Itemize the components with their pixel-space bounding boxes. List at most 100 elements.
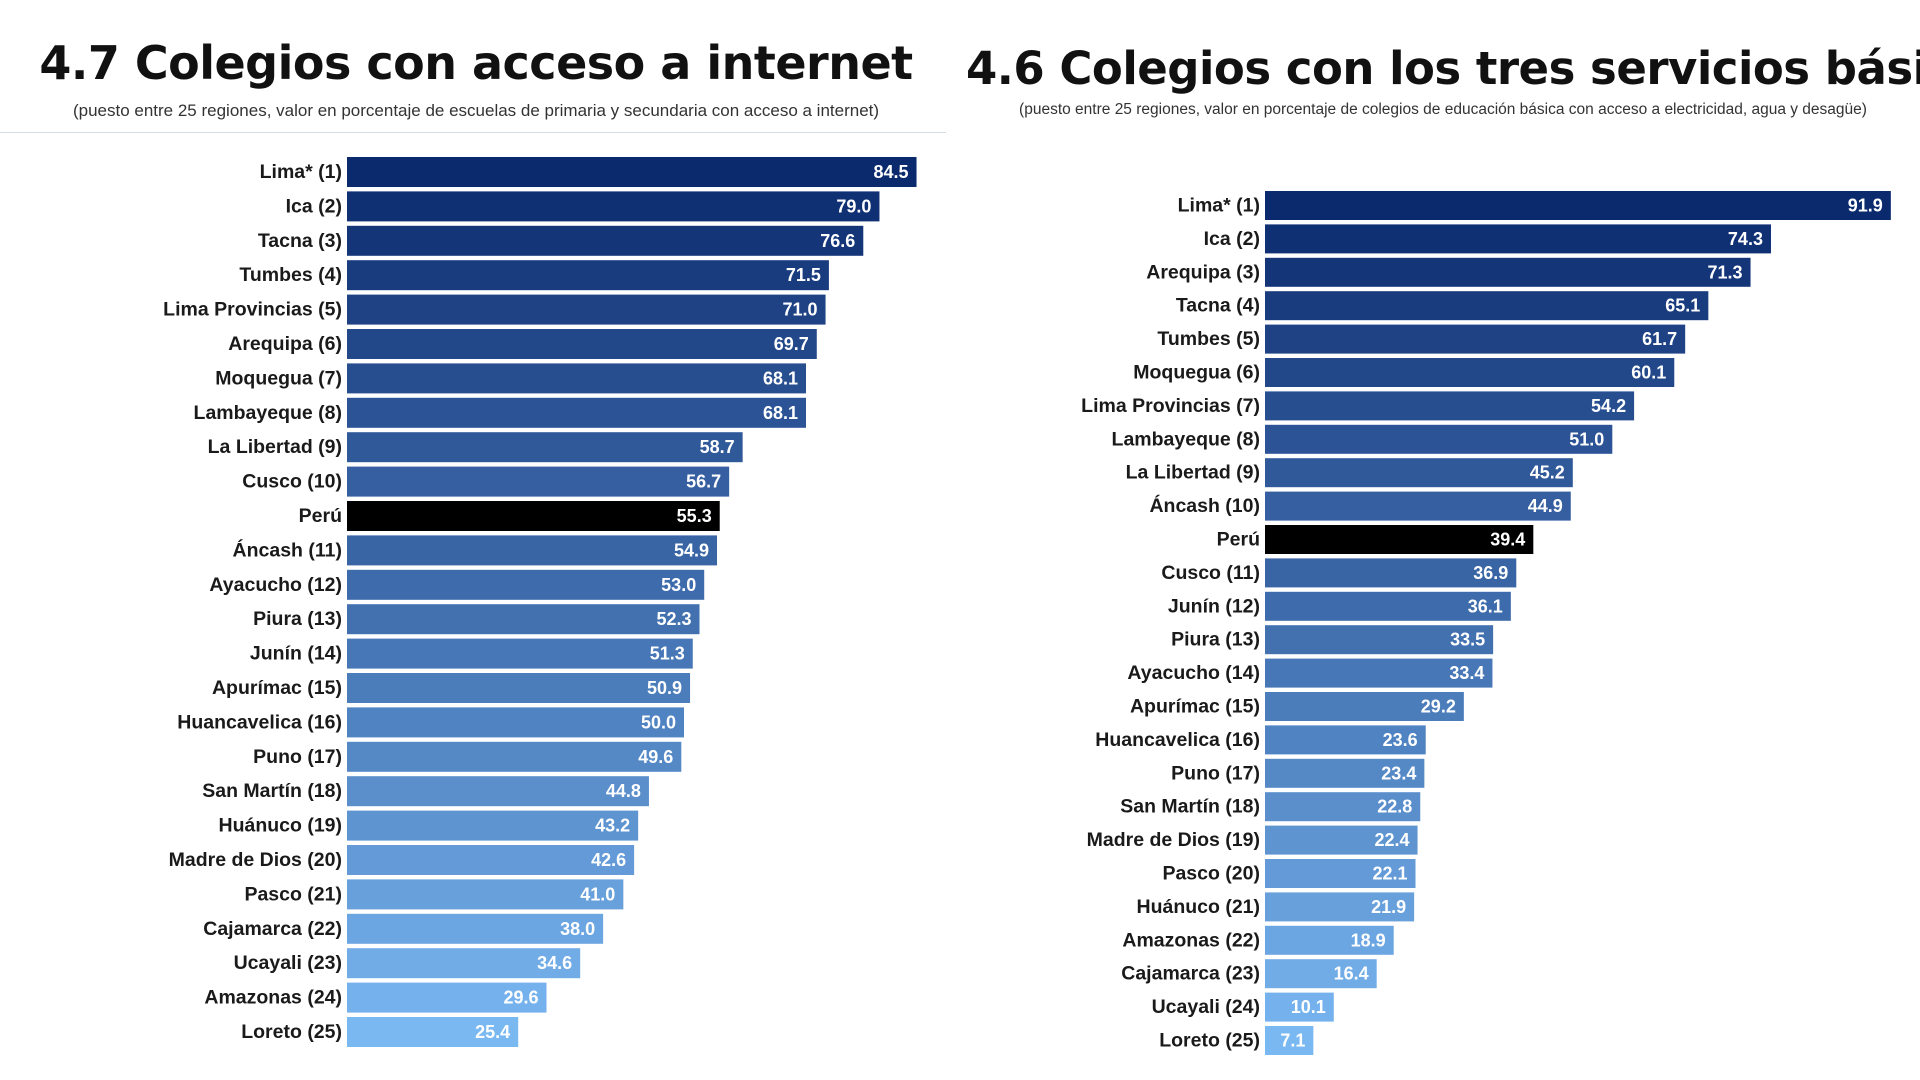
value-label-lima-1: 91.9 [1848,196,1883,216]
chart-subtitle: (puesto entre 25 regiones, valor en porc… [72,101,880,120]
category-label-cajamarca-23: Cajamarca (23) [1121,963,1260,985]
bar-amazonas-24 [347,982,547,1013]
category-label-moquegua-6: Moquegua (6) [1133,362,1260,384]
value-label-ancash-11: 54.9 [674,540,709,560]
bar-pasco-20 [1265,859,1416,888]
category-label-tacna-3: Tacna (3) [258,230,342,252]
value-label-loreto-25: 7.1 [1280,1031,1305,1051]
value-label-huanuco-19: 43.2 [595,816,630,836]
bar-tumbes-5 [1265,324,1686,354]
value-label-peru: 39.4 [1490,530,1525,550]
value-label-madre-de-dios-19: 22.4 [1374,830,1409,850]
category-label-tumbes-5: Tumbes (5) [1157,328,1260,350]
value-label-ayacucho-12: 53.0 [661,575,696,595]
value-label-la-libertad-9: 58.7 [700,437,735,457]
category-label-ica-2: Ica (2) [286,195,342,217]
bar-peru [347,501,720,531]
bar-ucayali-24 [1265,992,1334,1022]
bar-madre-de-dios-19 [1265,825,1418,855]
value-label-amazonas-24: 29.6 [503,988,538,1008]
category-label-pasco-21: Pasco (21) [244,883,342,905]
chart-subtitle: (puesto entre 25 regiones, valor en porc… [1019,101,1867,118]
bar-junin-12 [1265,591,1511,621]
category-label-arequipa-3: Arequipa (3) [1146,261,1260,283]
value-label-piura-13: 52.3 [656,609,691,629]
bar-san-martin-18 [347,776,649,807]
bar-moquegua-7 [347,363,806,394]
category-label-san-martin-18: San Martín (18) [202,780,342,802]
bar-ayacucho-12 [347,569,705,600]
bar-lambayeque-8 [347,397,806,428]
value-label-tacna-4: 65.1 [1665,296,1700,316]
bar-tumbes-4 [347,260,829,291]
bar-ucayali-23 [347,948,581,979]
value-label-amazonas-22: 18.9 [1351,930,1386,950]
bar-lima-1 [347,157,917,187]
bar-loreto-25 [1265,1026,1314,1055]
value-label-tacna-3: 76.6 [820,231,855,251]
category-label-ancash-11: Áncash (11) [233,538,342,561]
category-label-junin-12: Junín (12) [1168,595,1260,617]
value-label-arequipa-3: 71.3 [1708,262,1743,282]
category-label-san-martin-18: San Martín (18) [1120,796,1260,818]
bar-moquegua-6 [1265,358,1675,387]
bar-huanuco-21 [1265,892,1415,922]
bar-ica-2 [1265,224,1771,254]
bar-apurimac-15 [347,673,691,703]
value-label-arequipa-6: 69.7 [774,334,809,354]
category-label-peru: Perú [299,505,342,527]
bar-pasco-21 [347,879,624,910]
bar-amazonas-22 [1265,925,1394,955]
category-label-la-libertad-9: La Libertad (9) [1126,462,1260,484]
category-label-pasco-20: Pasco (20) [1162,863,1260,885]
value-label-huancavelica-16: 50.0 [641,712,676,732]
category-label-lima-provincias-7: Lima Provincias (7) [1081,395,1260,417]
category-label-amazonas-22: Amazonas (22) [1122,929,1260,951]
value-label-lima-1: 84.5 [873,162,908,182]
value-label-madre-de-dios-20: 42.6 [591,850,626,870]
bar-lima-1 [1265,191,1891,220]
category-label-tumbes-4: Tumbes (4) [239,264,342,286]
bar-lima-provincias-7 [1265,391,1635,421]
category-label-lima-provincias-5: Lima Provincias (5) [163,299,342,321]
value-label-ucayali-24: 10.1 [1291,997,1326,1017]
bar-loreto-25 [347,1017,519,1047]
category-label-junin-14: Junín (14) [250,643,342,665]
divider-line [0,132,946,133]
bar-puno-17 [347,741,682,772]
value-label-san-martin-18: 22.8 [1377,797,1412,817]
value-label-pasco-21: 41.0 [580,884,615,904]
category-label-ucayali-24: Ucayali (24) [1152,996,1260,1018]
value-label-tumbes-5: 61.7 [1642,329,1677,349]
chart-panel-internet: 4.7 Colegios con acceso a internet (pues… [0,0,952,1080]
value-label-ica-2: 74.3 [1728,229,1763,249]
bar-huancavelica-16 [1265,725,1426,755]
category-label-lima-1: Lima* (1) [1178,195,1260,217]
bar-tacna-4 [1265,291,1709,321]
bar-arequipa-6 [347,329,817,359]
category-label-puno-17: Puno (17) [253,746,342,768]
value-label-peru: 55.3 [677,506,712,526]
category-label-cusco-10: Cusco (10) [242,471,342,493]
category-label-la-libertad-9: La Libertad (9) [208,436,342,458]
bar-lima-provincias-5 [347,294,826,325]
value-label-puno-17: 49.6 [638,747,673,767]
value-label-lima-provincias-7: 54.2 [1591,396,1626,416]
bar-san-martin-18 [1265,792,1421,822]
bar-chart-internet: Lima* (1) 84.5 Ica (2) 79.0 Tacna (3) 76.6 Tum… [163,157,917,1047]
value-label-loreto-25: 25.4 [475,1022,510,1042]
category-label-ancash-10: Áncash (10) [1149,494,1260,517]
category-label-huancavelica-16: Huancavelica (16) [177,711,342,733]
value-label-cajamarca-23: 16.4 [1334,964,1369,984]
category-label-loreto-25: Loreto (25) [241,1021,342,1043]
bar-cajamarca-23 [1265,959,1377,989]
category-label-huanuco-19: Huánuco (19) [218,815,342,837]
value-label-apurimac-15: 29.2 [1421,697,1456,717]
value-label-tumbes-4: 71.5 [786,265,821,285]
category-label-apurimac-15: Apurímac (15) [1130,696,1260,718]
category-label-madre-de-dios-19: Madre de Dios (19) [1087,829,1260,851]
category-label-ayacucho-12: Ayacucho (12) [209,574,342,596]
bar-junin-14 [347,638,693,669]
bar-ica-2 [347,191,880,222]
category-label-moquegua-7: Moquegua (7) [215,367,342,389]
